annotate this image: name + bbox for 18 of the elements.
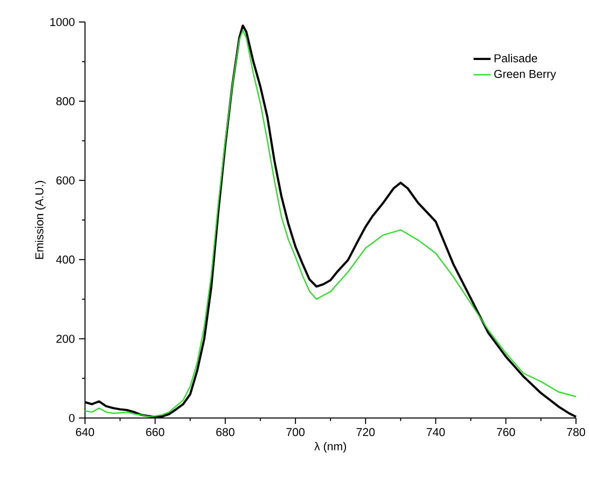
x-tick-label: 640 — [76, 428, 94, 436]
x-tick-label: 760 — [496, 428, 515, 436]
y-tick-label: 200 — [56, 334, 75, 343]
x-tick-label: 740 — [426, 428, 445, 436]
y-axis-title: Emission (A.U.) — [34, 180, 46, 259]
y-tick-label: 800 — [56, 97, 75, 106]
x-tick-label: 700 — [286, 428, 305, 436]
legend-label: Palisade — [494, 54, 538, 62]
legend-label: Green Berry — [494, 70, 556, 80]
y-tick-label: 1000 — [50, 18, 75, 26]
x-axis-title: λ (nm) — [314, 442, 346, 453]
y-tick-label: 0 — [69, 414, 75, 422]
x-tick-label: 660 — [146, 428, 164, 436]
x-tick-label: 680 — [216, 428, 234, 436]
y-tick-label: 600 — [56, 176, 75, 184]
x-tick-label: 780 — [567, 428, 586, 436]
y-tick-label: 400 — [56, 256, 75, 264]
x-tick-label: 720 — [356, 428, 375, 436]
